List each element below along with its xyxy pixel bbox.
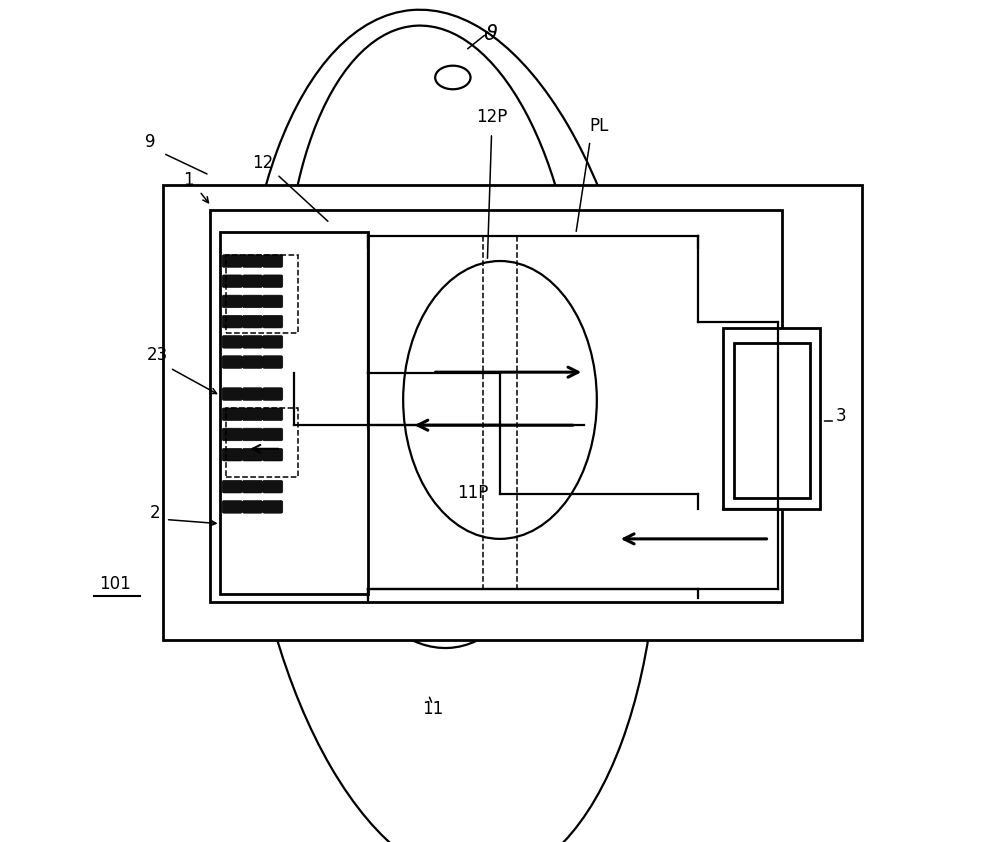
Text: 11: 11 xyxy=(422,700,443,718)
FancyBboxPatch shape xyxy=(242,500,263,513)
FancyBboxPatch shape xyxy=(222,448,242,461)
FancyBboxPatch shape xyxy=(263,448,283,461)
Bar xyxy=(226,408,298,477)
FancyBboxPatch shape xyxy=(242,448,263,461)
FancyBboxPatch shape xyxy=(263,254,283,268)
FancyBboxPatch shape xyxy=(222,274,242,287)
FancyBboxPatch shape xyxy=(222,295,242,307)
FancyBboxPatch shape xyxy=(242,387,263,400)
Text: 3: 3 xyxy=(836,407,846,425)
Text: 2: 2 xyxy=(149,504,160,522)
FancyBboxPatch shape xyxy=(222,335,242,349)
Bar xyxy=(220,232,368,594)
Text: 1: 1 xyxy=(183,171,194,189)
FancyBboxPatch shape xyxy=(222,355,242,369)
FancyBboxPatch shape xyxy=(263,480,283,493)
FancyBboxPatch shape xyxy=(222,387,242,400)
FancyBboxPatch shape xyxy=(263,274,283,287)
Text: 23: 23 xyxy=(147,345,168,364)
Text: 9: 9 xyxy=(145,133,156,152)
FancyBboxPatch shape xyxy=(242,428,263,441)
Bar xyxy=(163,185,862,640)
FancyBboxPatch shape xyxy=(242,480,263,493)
Bar xyxy=(226,255,298,333)
FancyBboxPatch shape xyxy=(242,315,263,328)
FancyBboxPatch shape xyxy=(263,408,283,420)
FancyBboxPatch shape xyxy=(222,428,242,441)
FancyBboxPatch shape xyxy=(242,335,263,349)
Text: 12P: 12P xyxy=(476,108,507,126)
FancyBboxPatch shape xyxy=(242,254,263,268)
Text: PL: PL xyxy=(590,116,609,135)
FancyBboxPatch shape xyxy=(263,295,283,307)
Bar xyxy=(723,328,820,509)
FancyBboxPatch shape xyxy=(222,315,242,328)
Bar xyxy=(734,343,810,498)
FancyBboxPatch shape xyxy=(263,315,283,328)
FancyBboxPatch shape xyxy=(242,295,263,307)
FancyBboxPatch shape xyxy=(263,335,283,349)
Text: 11P: 11P xyxy=(457,484,489,503)
FancyBboxPatch shape xyxy=(222,254,242,268)
FancyBboxPatch shape xyxy=(263,387,283,400)
FancyBboxPatch shape xyxy=(222,408,242,420)
FancyBboxPatch shape xyxy=(242,355,263,369)
Bar xyxy=(210,210,782,602)
FancyBboxPatch shape xyxy=(263,355,283,369)
Text: 12: 12 xyxy=(252,154,273,173)
FancyBboxPatch shape xyxy=(222,500,242,513)
FancyBboxPatch shape xyxy=(242,408,263,420)
FancyBboxPatch shape xyxy=(263,428,283,441)
FancyBboxPatch shape xyxy=(242,274,263,287)
FancyBboxPatch shape xyxy=(263,500,283,513)
Text: $\vartheta$: $\vartheta$ xyxy=(483,23,498,45)
Text: 101: 101 xyxy=(99,575,131,594)
FancyBboxPatch shape xyxy=(222,480,242,493)
